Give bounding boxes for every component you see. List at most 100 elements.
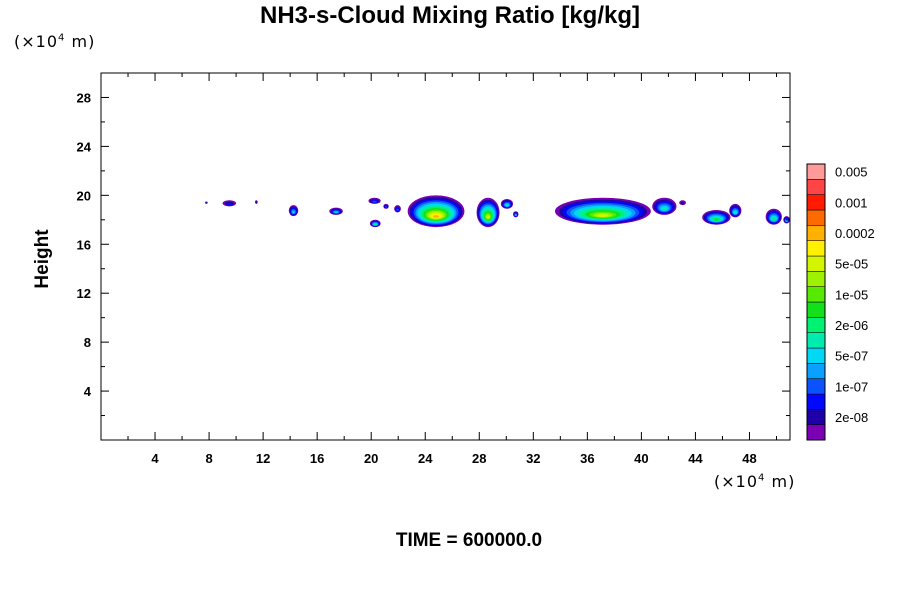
cloud-contour xyxy=(226,202,233,206)
colorbar-swatch xyxy=(806,255,826,272)
colorbar-swatch xyxy=(806,378,826,395)
x-tick-label: 44 xyxy=(688,451,703,466)
y-scale-prefix: (×10 xyxy=(14,32,59,51)
y-tick-label: 20 xyxy=(77,188,91,203)
colorbar-swatch xyxy=(806,225,826,241)
cloud-contour xyxy=(734,211,737,214)
cloud-contour xyxy=(334,211,338,214)
y-scale-suffix: m) xyxy=(65,32,96,51)
colorbar-label: 0.005 xyxy=(835,165,868,180)
cloud-contour xyxy=(255,201,258,204)
cloud-blob xyxy=(407,195,465,228)
colorbar-label: 1e-05 xyxy=(835,287,868,302)
cloud-blob xyxy=(205,201,208,204)
cloud-blob xyxy=(369,219,381,228)
colorbar-swatch xyxy=(806,363,826,379)
x-tick-label: 12 xyxy=(256,451,270,466)
x-tick-label: 24 xyxy=(418,451,433,466)
x-tick-label: 36 xyxy=(580,451,594,466)
cloud-contour xyxy=(785,220,788,222)
colorbar-swatch xyxy=(806,409,826,425)
colorbar-swatch xyxy=(806,347,826,364)
x-tick-label: 20 xyxy=(364,451,378,466)
colorbar-label: 1e-07 xyxy=(835,379,868,394)
time-label: TIME = 600000.0 xyxy=(395,530,543,551)
colorbar-label: 0.001 xyxy=(835,195,868,210)
x-tick-label: 8 xyxy=(205,451,212,466)
x-tick-label: 4 xyxy=(151,451,159,466)
cloud-blob xyxy=(765,208,782,225)
cloud-contour xyxy=(486,215,490,219)
colorbar-swatch xyxy=(806,194,826,211)
cloud-blob xyxy=(652,197,677,215)
x-tick-label: 48 xyxy=(742,451,756,466)
colorbar-label: 2e-08 xyxy=(835,410,868,425)
cloud-contour xyxy=(661,207,667,211)
cloud-blob xyxy=(255,200,258,204)
y-tick-label: 16 xyxy=(77,237,91,252)
chart-title: NH3-s-Cloud Mixing Ratio [kg/kg] xyxy=(260,2,640,29)
cloud-contour xyxy=(374,223,377,226)
x-scale-note: (×104 m) xyxy=(714,472,795,491)
colorbar-swatch xyxy=(806,332,826,349)
colorbar-swatch xyxy=(806,163,826,180)
cloud-blob xyxy=(729,203,742,218)
y-tick-label: 4 xyxy=(84,384,92,399)
cloud-blob xyxy=(222,200,237,207)
cloud-blob xyxy=(679,200,686,206)
cloud-blob xyxy=(394,205,401,213)
cloud-field xyxy=(205,195,790,228)
cloud-contour xyxy=(396,208,399,211)
colorbar-frame xyxy=(806,163,826,441)
cloud-contour xyxy=(205,202,208,204)
cloud-blob xyxy=(476,197,500,228)
cloud-blob xyxy=(288,205,299,217)
cloud-blob xyxy=(554,197,651,225)
x-tick-label: 28 xyxy=(472,451,486,466)
colorbar-label: 2e-06 xyxy=(835,318,868,333)
colorbar-swatch xyxy=(806,179,826,195)
cloud-blob xyxy=(513,211,519,218)
y-tick-label: 12 xyxy=(77,286,91,301)
cloud-contour xyxy=(372,200,377,203)
colorbar-label: 5e-05 xyxy=(835,257,868,272)
cloud-blob xyxy=(702,210,731,225)
x-tick-label: 40 xyxy=(634,451,648,466)
cloud-contour xyxy=(385,206,387,208)
cloud-contour xyxy=(292,211,295,214)
cloud-contour xyxy=(433,215,439,218)
colorbar-swatch xyxy=(806,286,826,303)
x-scale-suffix: m) xyxy=(765,472,796,491)
cloud-contour xyxy=(680,201,685,205)
colorbar-label: 0.0002 xyxy=(835,226,875,241)
colorbar-swatch xyxy=(806,424,826,441)
x-tick-label: 16 xyxy=(310,451,324,466)
colorbar: 2e-08 1e-07 5e-07 2e-06 1e-05 5e-05 0.0002 0.00… xyxy=(806,163,875,441)
y-scale-note: (×104 m) xyxy=(14,32,95,51)
cloud-contour xyxy=(597,214,609,217)
cloud-contour xyxy=(772,218,776,221)
x-scale-prefix: (×10 xyxy=(714,472,759,491)
y-scale-exponent: 4 xyxy=(58,32,66,44)
colorbar-swatch xyxy=(806,209,826,226)
cloud-contour xyxy=(714,218,719,221)
cloud-contour xyxy=(515,214,517,216)
x-tick-label: 32 xyxy=(526,451,540,466)
colorbar-swatch xyxy=(806,317,826,333)
colorbar-swatch xyxy=(806,240,826,257)
cloud-blob xyxy=(329,207,343,215)
colorbar-swatch xyxy=(806,271,826,287)
plot-frame xyxy=(100,72,791,441)
colorbar-swatch xyxy=(806,393,826,410)
cloud-blob xyxy=(383,203,389,209)
y-tick-label: 8 xyxy=(84,335,91,350)
y-tick-label: 28 xyxy=(77,90,91,105)
x-scale-exponent: 4 xyxy=(758,472,766,484)
y-tick-label: 24 xyxy=(77,139,92,154)
cloud-contour xyxy=(505,204,509,207)
cloud-blob xyxy=(500,199,514,209)
cloud-blob xyxy=(368,197,381,204)
colorbar-label: 5e-07 xyxy=(835,349,868,364)
